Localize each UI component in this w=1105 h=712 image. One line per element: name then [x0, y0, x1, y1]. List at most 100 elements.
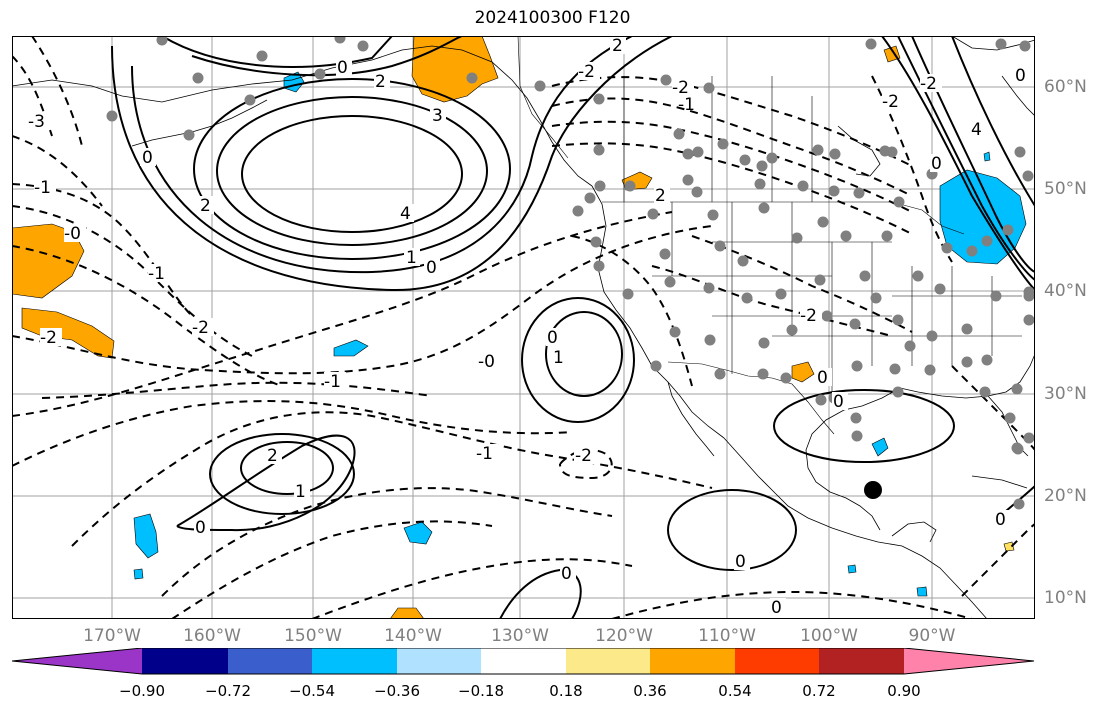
contour-label: 0: [426, 258, 437, 278]
blue-region-small-1: [133, 568, 144, 580]
labrador: [1001, 75, 1035, 117]
longitude-label: 100°W: [800, 626, 858, 646]
colorbar-segment-3: [312, 648, 397, 674]
contour-label: -2: [882, 92, 899, 112]
contour-dash-pac-3: [12, 400, 573, 467]
colorbar-segment-9: [819, 648, 904, 674]
contour-label: -2: [578, 62, 595, 82]
contour-dash-far-nw-2: [31, 36, 83, 147]
colorbar-tick-label: −0.72: [205, 682, 251, 700]
canada-provinces: [623, 76, 813, 202]
contour-labels: 2 0 -2 3 2 -3 0 2 4 1 0 -1 -1 -: [28, 36, 1030, 618]
yucatan: [891, 521, 937, 543]
contour-label: -2: [40, 328, 57, 348]
colorbar-segment-2: [228, 648, 312, 674]
orange-region-pacific-west: [12, 223, 85, 299]
colorbar-tick-label: −0.18: [458, 682, 504, 700]
blue-region-gulf: [871, 437, 889, 457]
colorbar-segment-10: [904, 648, 1034, 674]
blue-region-hawaii-w: [133, 513, 159, 559]
contour-dash-south: [311, 558, 633, 619]
latitude-label: 10°N: [1044, 588, 1087, 608]
orange-region-texas: [791, 361, 815, 383]
contour-dash-sub-1: [71, 411, 713, 547]
contour-mex-0: [667, 489, 797, 571]
colorbar-segment-5: [481, 648, 566, 674]
colorbar-segment-0: [12, 648, 142, 674]
contour-label: 0: [771, 598, 782, 618]
contour-label: 1: [553, 348, 564, 368]
blue-region-small-2: [916, 586, 928, 597]
orange-region-hudson: [883, 45, 901, 63]
contour-label: 0: [1015, 66, 1026, 86]
contour-subtropic-2: [240, 441, 334, 495]
contour-label: -1: [148, 264, 165, 284]
colorbar-tick-label: 0.90: [887, 682, 921, 700]
contour-label: 0: [735, 552, 746, 572]
contour-label: -3: [28, 112, 45, 132]
contour-dash-canada-2: [551, 120, 913, 213]
contour-label: 0: [561, 564, 572, 584]
contour-dash-mex-2: [559, 448, 613, 480]
cuba: [971, 475, 1028, 489]
contour-east-trough: [881, 36, 1035, 291]
contour-label: -2: [192, 318, 209, 338]
contour-ne-pacific-high-0: [111, 36, 673, 292]
colorbar-tick-label: −0.90: [119, 682, 165, 700]
longitude-label: 150°W: [284, 626, 342, 646]
us-mexico-border: [667, 361, 835, 435]
contour-dash-south-2: [611, 590, 973, 619]
colorbar-segment-6: [566, 648, 650, 674]
contour-ne-pacific-high-2: [193, 78, 511, 260]
contour-label: -2: [800, 306, 817, 326]
mexico-coast: [723, 437, 988, 619]
contour-ne-pacific-high-3: [216, 96, 488, 246]
contour-label: -0: [478, 352, 495, 372]
contour-gulf-0: [773, 389, 955, 463]
latitude-label: 40°N: [1044, 281, 1087, 301]
colorbar-tick-label: 0.18: [549, 682, 583, 700]
longitude-label: 130°W: [491, 626, 549, 646]
contour-dash-sub-2: [161, 487, 613, 597]
contour-north-ridge-3: [161, 36, 393, 68]
colorbar-segment-4: [397, 648, 481, 674]
contour-label: 0: [337, 58, 348, 78]
contour-label: -0: [64, 224, 81, 244]
contour-label: 2: [612, 36, 623, 56]
contour-label: -2: [672, 78, 689, 98]
blue-region-mid-pacific: [333, 339, 369, 357]
longitude-label: 120°W: [595, 626, 653, 646]
contour-dash-nw-0: [12, 135, 103, 207]
contour-dash-west-coast-1: [571, 235, 693, 387]
contour-east-trough-4: [951, 36, 1035, 207]
colorbar-segment-1: [142, 648, 228, 674]
longitude-label: 160°W: [183, 626, 241, 646]
contour-label: 1: [406, 248, 417, 268]
contour-label: 4: [400, 204, 411, 224]
contour-dash-east-coast: [951, 365, 1035, 451]
colorbar: [12, 648, 1035, 675]
contour-label: 0: [142, 148, 153, 168]
contour-subtropic-1: [209, 433, 355, 515]
longitude-label: 140°W: [384, 626, 442, 646]
contour-dash-pac-0: [12, 211, 673, 417]
contour-dash-canada-0: [551, 76, 913, 167]
contour-ne-pacific-high-1: [131, 36, 633, 274]
contour-north-ridge-2: [191, 36, 463, 77]
colorbar-segment-8: [735, 648, 819, 674]
longitude-label: 110°W: [698, 626, 756, 646]
contour-dash-us-2: [691, 235, 913, 333]
contour-dash-canada-1: [551, 97, 913, 197]
contour-dash-far-nw: [12, 55, 53, 137]
gulf-coast: [805, 387, 901, 531]
contour-south-0: [499, 568, 582, 619]
contour-label: 4: [971, 120, 982, 140]
station-dots: [106, 36, 1035, 510]
contour-west-coast-low-0: [521, 297, 635, 423]
contour-label: -2: [920, 74, 937, 94]
orange-region-alaska: [411, 36, 499, 103]
orange-region-caribbean: [1003, 541, 1015, 552]
contour-label: -1: [476, 444, 493, 464]
baja: [667, 381, 715, 457]
us-canada-border: [602, 201, 965, 235]
